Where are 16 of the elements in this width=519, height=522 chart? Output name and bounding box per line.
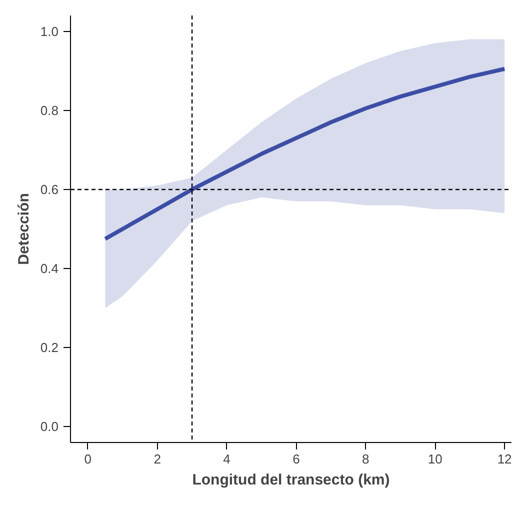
x-tick-label: 6 [292, 452, 300, 466]
y-tick-label: 0.0 [40, 419, 59, 434]
y-tick-label: 0.2 [40, 340, 59, 356]
x-axis-title: Longitud del transecto (km) [192, 472, 390, 488]
y-axis-title: Detección [15, 193, 32, 265]
line-series [103, 66, 507, 241]
y-tick-label: 0.8 [40, 102, 59, 118]
x-tick-label: 12 [497, 452, 512, 466]
x-tick-label: 0 [84, 452, 92, 466]
y-tick-label: 0.6 [40, 182, 59, 197]
y-tick-label: 1.0 [40, 24, 59, 39]
x-tick-label: 2 [154, 452, 161, 466]
x-tick-label: 10 [428, 452, 442, 466]
x-tick-label: 4 [223, 452, 230, 466]
x-tick-label: 8 [362, 452, 370, 466]
y-tick-label: 0.4 [40, 261, 59, 276]
